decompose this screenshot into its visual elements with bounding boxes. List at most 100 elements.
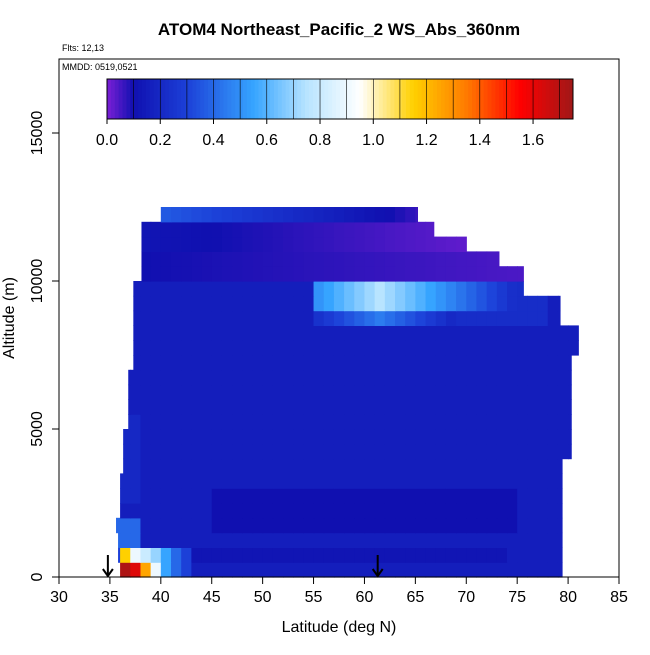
colorbar-swatch [305,79,310,119]
heatmap-cell [333,532,345,548]
heatmap-cell [374,310,386,326]
heatmap-cell [242,517,254,534]
heatmap-cell [323,340,335,356]
heatmap-cell [344,236,355,252]
heatmap-cell [232,503,243,519]
x-tick-label: 80 [559,589,577,606]
heatmap-cell [364,503,376,519]
heatmap-cell [354,414,366,430]
heatmap-cell [160,295,172,312]
heatmap-cell [191,340,203,356]
heatmap-cell [415,251,427,267]
colorbar-swatch [491,79,496,119]
heatmap-cell [181,221,192,238]
heatmap-cell [476,281,488,297]
heatmap-cell [384,414,396,430]
heatmap-cell [374,355,386,371]
heatmap-cell [333,251,345,267]
heatmap-cell [395,429,406,445]
heatmap-cell [140,458,152,474]
heatmap-cell [171,325,182,341]
heatmap-cell [547,355,559,371]
heatmap-cell [140,473,152,489]
heatmap-cell [232,355,243,371]
heatmap-cell [150,443,162,460]
heatmap-cell [252,207,264,223]
heatmap-cell [313,281,325,297]
heatmap-cell [425,547,437,563]
heatmap-cell [201,369,213,386]
heatmap-cell [547,458,559,474]
heatmap-cell [252,310,264,326]
heatmap-cell [466,281,478,297]
heatmap-cell [211,473,223,489]
colorbar: 0.0 0.2 0.4 0.6 0.8 1.0 1.2 1.4 1.6 [96,78,574,149]
heatmap-cell [466,458,478,474]
y-axis-label: Altitude (m) [1,277,18,359]
heatmap-cell [415,310,427,326]
heatmap-cell [496,532,508,548]
heatmap-cell [313,325,325,341]
heatmap-cell [486,488,498,504]
colorbar-swatch [340,79,345,119]
heatmap-cell [221,458,233,474]
heatmap-cell [140,369,152,386]
heatmap-cell [425,532,437,548]
heatmap-cell [303,340,315,356]
heatmap-cell [130,414,142,430]
heatmap-cell [181,517,192,534]
heatmap-cell [181,355,192,371]
heatmap-cell [160,310,172,326]
heatmap-cell [160,429,172,445]
heatmap-cell [252,384,264,400]
heatmap-cell [476,384,488,400]
heatmap-cell [486,562,498,578]
colorbar-swatch [518,79,524,119]
heatmap-cell [354,517,366,534]
colorbar-swatch [448,79,454,119]
heatmap-cell [272,281,284,297]
heatmap-cell [568,384,572,400]
heatmap-cell [354,295,366,312]
heatmap-cell [395,236,406,252]
heatmap-cell [415,236,427,252]
heatmap-cell [486,384,498,400]
heatmap-cell [445,266,457,282]
heatmap-cell [466,295,478,312]
heatmap-cell [283,310,294,326]
heatmap-cell [496,266,508,282]
heatmap-cell [211,429,223,445]
heatmap-cell [456,443,467,460]
heatmap-cell [323,310,335,326]
heatmap-cell [242,325,254,341]
colorbar-swatch [293,79,298,119]
heatmap-cell [364,251,376,267]
heatmap-cell [496,340,508,356]
heatmap-cell [517,473,528,489]
heatmap-cell [435,517,447,534]
heatmap-cell [118,532,121,548]
colorbar-swatch [297,79,302,119]
heatmap-cell [496,310,508,326]
heatmap-cell [395,443,406,460]
heatmap-cell [171,414,182,430]
heatmap-cell [395,384,406,400]
heatmap-cell [557,325,569,341]
heatmap-cell [547,295,559,312]
heatmap-cell [496,414,508,430]
heatmap-cell [211,547,223,563]
heatmap-cell [384,340,396,356]
heatmap-cell [374,295,386,312]
heatmap-cell [415,355,427,371]
heatmap-cell [466,251,478,267]
heatmap-cell [242,547,254,563]
heatmap-cell [537,488,549,504]
heatmap-cell [201,547,213,563]
heatmap-cell [476,547,488,563]
heatmap-cell [486,325,498,341]
heatmap-cell [517,562,528,578]
heatmap-cell [364,414,376,430]
heatmap-cell [364,473,376,489]
heatmap-cell [425,266,437,282]
heatmap-cell [517,488,528,504]
